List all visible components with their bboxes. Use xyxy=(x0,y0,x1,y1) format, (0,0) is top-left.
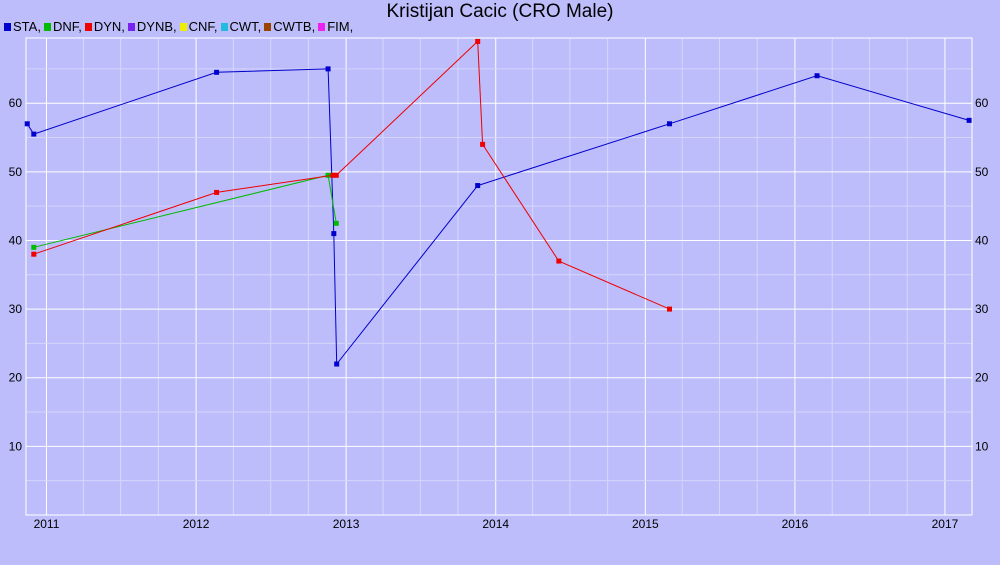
axis-layer: 2011 2012 2013 2014 2015 2016 2017 10 10 20 20 30 30… xyxy=(9,37,989,531)
y-tick-label-right: 30 xyxy=(975,302,989,316)
x-tick-label: 2015 xyxy=(632,517,659,531)
data-point-sta xyxy=(331,231,337,237)
x-tick-label: 2016 xyxy=(782,517,809,531)
y-tick-label-left: 40 xyxy=(9,233,23,247)
data-point-sta xyxy=(966,117,972,123)
legend-item: CNF, xyxy=(179,19,218,34)
legend-label: DYN, xyxy=(93,19,125,34)
legend-label: CWTB, xyxy=(273,19,316,34)
x-tick-label: 2011 xyxy=(34,517,60,531)
y-tick-label-right: 40 xyxy=(975,233,989,247)
legend-item: CWT, xyxy=(220,19,262,34)
legend-item: CWTB, xyxy=(264,19,315,34)
legend-label: CWT, xyxy=(229,19,262,34)
data-point-dyn xyxy=(556,258,562,264)
legend-item: FIM, xyxy=(318,19,353,34)
data-point-sta xyxy=(814,73,820,79)
legend-label: DNF, xyxy=(52,19,82,34)
data-point-sta xyxy=(475,183,481,189)
chart-title: Kristijan Cacic (CRO Male) xyxy=(386,1,614,22)
x-tick-label: 2012 xyxy=(183,517,210,531)
legend-swatch xyxy=(179,22,187,31)
legend-item: DYNB, xyxy=(127,19,177,34)
x-tick-label: 2013 xyxy=(333,517,360,531)
data-point-dyn xyxy=(480,141,486,147)
y-tick-label-left: 60 xyxy=(9,96,23,110)
legend-label: CNF, xyxy=(188,19,218,34)
data-point-dyn xyxy=(333,172,339,178)
data-point-sta xyxy=(325,66,331,72)
x-tick-label: 2014 xyxy=(482,517,509,531)
y-tick-label-left: 20 xyxy=(9,371,23,385)
legend-item: STA, xyxy=(4,19,41,34)
legend-swatch xyxy=(127,22,135,31)
grid-layer xyxy=(26,38,972,515)
series-layer xyxy=(24,38,972,367)
series-line-sta xyxy=(26,68,970,366)
y-tick-label-right: 20 xyxy=(975,371,989,385)
y-tick-label-right: 50 xyxy=(975,165,989,179)
legend-swatch xyxy=(264,22,272,31)
legend-swatch xyxy=(84,22,92,31)
data-point-dyn xyxy=(31,251,37,257)
data-point-dyn xyxy=(475,38,481,44)
legend-item: DNF, xyxy=(43,19,82,34)
legend-swatch xyxy=(318,22,326,31)
legend-label: STA, xyxy=(13,19,41,34)
legend: STA, DNF, DYN, DYNB, CNF, CWT, CWTB, FIM, xyxy=(4,19,356,34)
series-line-dyn xyxy=(33,40,670,310)
data-point-sta xyxy=(31,131,37,137)
data-point-dnf xyxy=(31,244,37,250)
data-point-sta xyxy=(214,69,220,75)
y-tick-label-left: 10 xyxy=(9,439,23,453)
legend-label: FIM, xyxy=(327,19,354,34)
legend-swatch xyxy=(220,22,228,31)
series-line-dnf xyxy=(33,174,337,248)
data-point-sta xyxy=(334,361,340,367)
data-point-sta xyxy=(24,121,30,127)
x-tick-label: 2017 xyxy=(932,517,959,531)
data-point-dyn xyxy=(214,189,220,195)
y-tick-label-right: 60 xyxy=(975,96,989,110)
data-point-sta xyxy=(667,121,673,127)
legend-swatch xyxy=(4,22,11,31)
data-point-dnf xyxy=(325,172,331,178)
legend-swatch xyxy=(43,22,51,31)
data-point-dyn xyxy=(330,172,336,178)
plot-frame xyxy=(25,37,973,516)
legend-label: DYNB, xyxy=(136,19,177,34)
y-tick-label-left: 50 xyxy=(9,165,23,179)
data-point-dnf xyxy=(333,220,339,226)
y-tick-label-right: 10 xyxy=(975,439,989,453)
data-point-dyn xyxy=(667,306,673,312)
y-tick-label-left: 30 xyxy=(9,302,23,316)
legend-item: DYN, xyxy=(84,19,125,34)
